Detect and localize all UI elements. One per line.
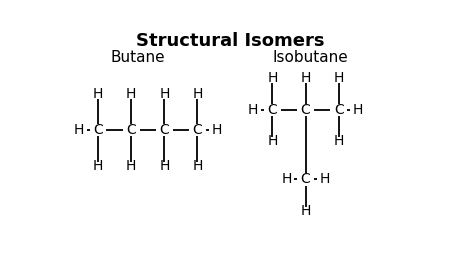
Text: H: H xyxy=(320,172,330,186)
Text: H: H xyxy=(212,123,222,137)
Text: H: H xyxy=(159,159,170,173)
Text: C: C xyxy=(334,103,344,117)
Text: H: H xyxy=(192,159,202,173)
Text: H: H xyxy=(192,88,202,101)
Text: H: H xyxy=(267,135,278,148)
Text: H: H xyxy=(126,159,136,173)
Text: C: C xyxy=(93,123,103,137)
Text: C: C xyxy=(301,103,310,117)
Text: H: H xyxy=(74,123,84,137)
Text: H: H xyxy=(333,71,344,85)
Text: H: H xyxy=(281,172,292,186)
Text: H: H xyxy=(93,159,104,173)
Text: C: C xyxy=(268,103,277,117)
Text: C: C xyxy=(301,172,310,186)
Text: Isobutane: Isobutane xyxy=(273,50,349,65)
Text: H: H xyxy=(333,135,344,148)
Text: C: C xyxy=(126,123,136,137)
Text: H: H xyxy=(353,103,363,117)
Text: H: H xyxy=(301,71,311,85)
Text: H: H xyxy=(267,71,278,85)
Text: H: H xyxy=(301,204,311,218)
Text: H: H xyxy=(93,88,104,101)
Text: Structural Isomers: Structural Isomers xyxy=(136,32,325,50)
Text: Butane: Butane xyxy=(111,50,166,65)
Text: C: C xyxy=(193,123,202,137)
Text: C: C xyxy=(159,123,169,137)
Text: H: H xyxy=(159,88,170,101)
Text: H: H xyxy=(126,88,136,101)
Text: H: H xyxy=(248,103,258,117)
